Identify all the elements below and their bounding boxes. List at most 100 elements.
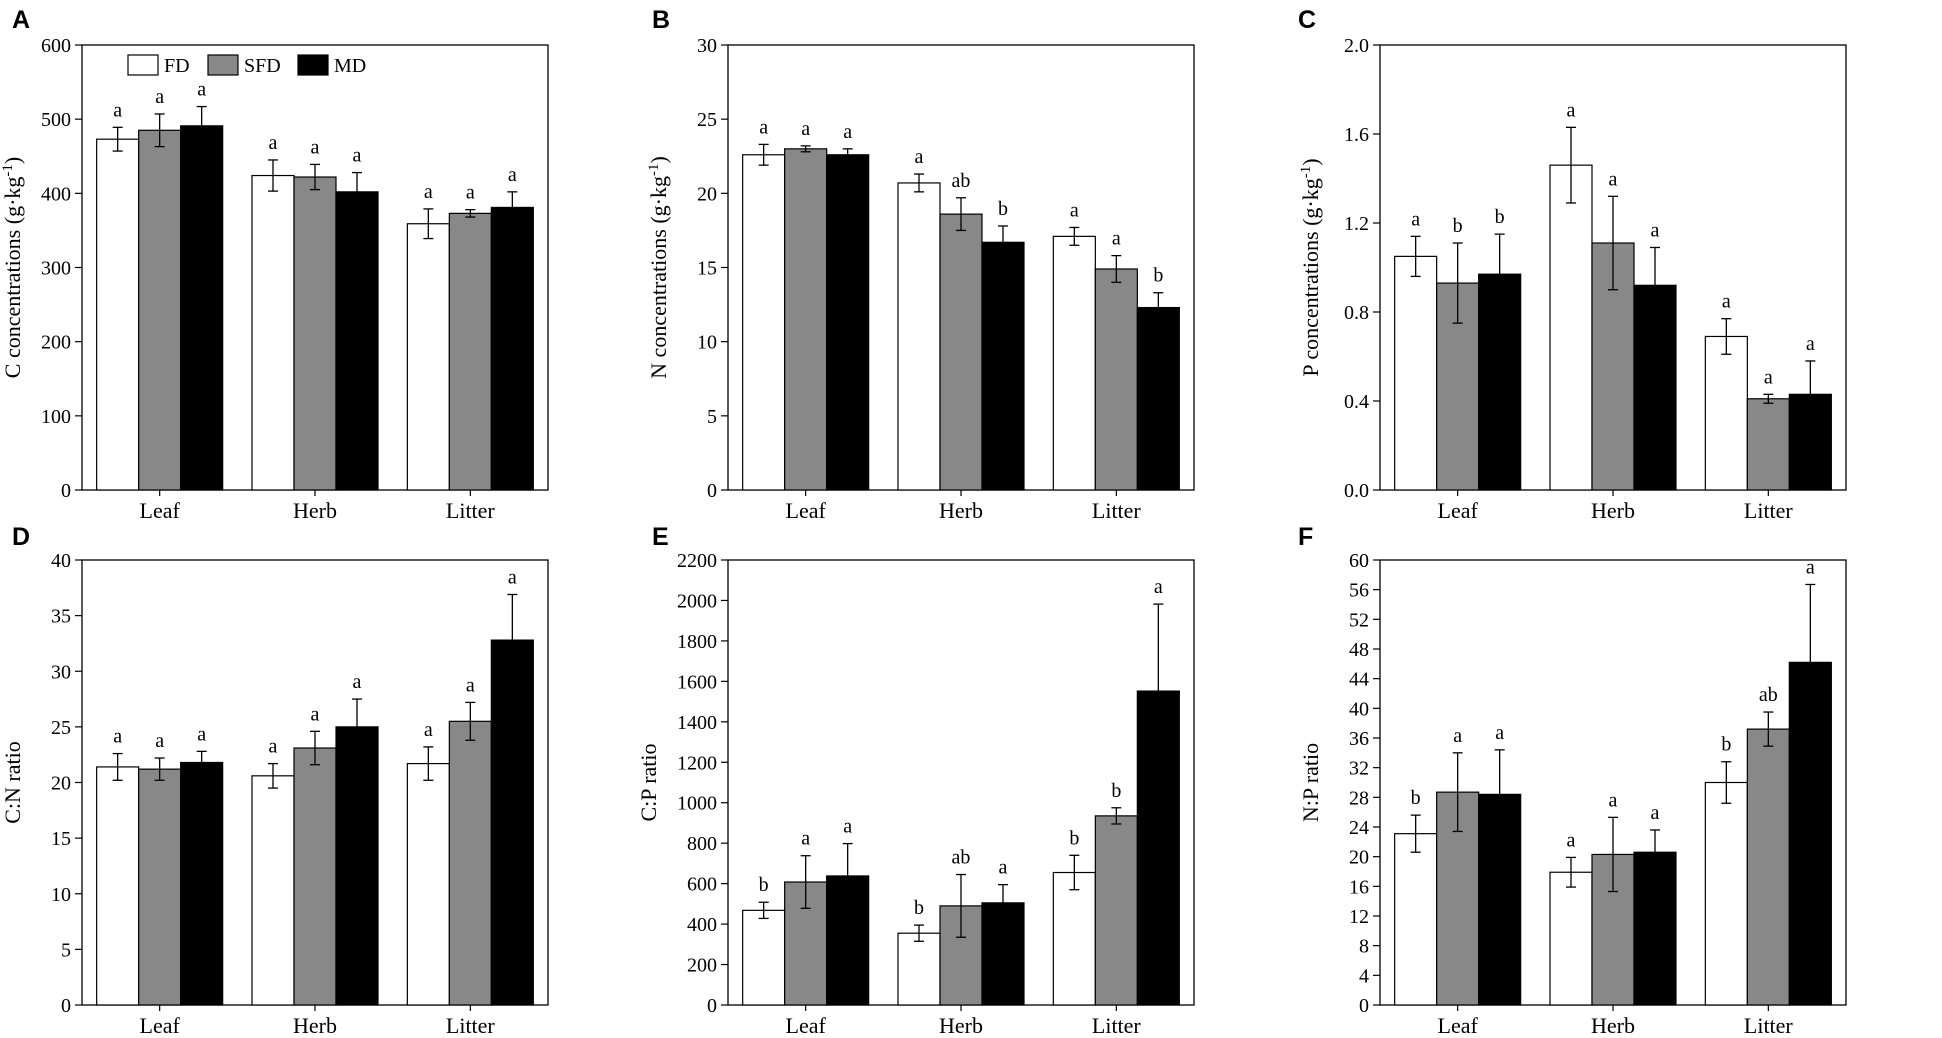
significance-letter: a (915, 146, 924, 168)
y-tick-label: 32 (1349, 758, 1369, 780)
y-axis-label: N:P ratio (1298, 743, 1323, 822)
y-tick-label: 0 (707, 480, 717, 502)
bar-sfd-litter (1094, 268, 1138, 491)
y-tick-label: 15 (51, 828, 71, 850)
y-tick-label: 0 (61, 995, 71, 1017)
significance-letter: a (197, 79, 206, 101)
bar-sfd-litter (1094, 815, 1138, 1006)
x-tick-label: Leaf (786, 1013, 827, 1038)
significance-letter: a (155, 86, 164, 108)
y-axis-label: C concentrations (g·kg-1) (0, 157, 25, 378)
significance-letter: a (424, 181, 433, 203)
y-tick-label: 48 (1349, 639, 1369, 661)
bar-sfd-litter (448, 720, 492, 1006)
panel-letter: F (1298, 523, 1313, 551)
y-tick-label: 1200 (677, 752, 717, 774)
significance-letter: a (424, 719, 433, 741)
x-tick-label: Herb (1591, 1013, 1635, 1038)
bar-sfd-herb (293, 176, 337, 491)
significance-letter: a (353, 671, 362, 693)
y-tick-label: 36 (1349, 728, 1369, 750)
bar-fd-leaf (742, 154, 786, 491)
y-tick-label: 10 (697, 332, 717, 354)
x-tick-label: Herb (939, 498, 983, 523)
significance-letter: b (1411, 787, 1421, 809)
y-tick-label: 200 (687, 955, 717, 977)
bar-fd-litter (1052, 235, 1096, 491)
y-axis-label: C:N ratio (0, 741, 25, 824)
x-tick-label: Litter (1092, 1013, 1142, 1038)
y-tick-label: 1.2 (1344, 213, 1369, 235)
y-tick-label: 28 (1349, 787, 1369, 809)
y-tick-label: 800 (687, 833, 717, 855)
legend-label-md: MD (334, 55, 366, 77)
legend-label-fd: FD (164, 55, 190, 77)
x-tick-label: Litter (1744, 1013, 1794, 1038)
significance-letter: b (1495, 206, 1505, 228)
y-tick-label: 1.6 (1344, 124, 1369, 146)
x-tick-label: Herb (939, 1013, 983, 1038)
x-tick-label: Herb (293, 498, 337, 523)
significance-letter: a (508, 164, 517, 186)
significance-letter: a (801, 118, 810, 140)
bar-fd-litter (1052, 871, 1096, 1006)
y-tick-label: 300 (41, 258, 71, 280)
legend: FD SFD MD (127, 54, 366, 77)
bar-fd-leaf (96, 138, 140, 491)
legend-swatch-fd (127, 54, 159, 76)
significance-letter: a (1453, 725, 1462, 747)
x-tick-label: Herb (293, 1013, 337, 1038)
bar-md-herb (1633, 851, 1677, 1006)
x-tick-label: Herb (1591, 498, 1635, 523)
significance-letter: a (269, 736, 278, 758)
y-tick-label: 5 (61, 939, 71, 961)
y-tick-label: 20 (697, 183, 717, 205)
bar-md-herb (981, 241, 1025, 491)
significance-letter: a (1722, 291, 1731, 313)
bar-md-leaf (180, 125, 224, 491)
bar-fd-herb (1549, 871, 1593, 1006)
significance-letter: a (155, 730, 164, 752)
panel-a: A 0 100 200 300 400 500 600 C concentrations (g·… (0, 6, 549, 523)
significance-letter: a (1764, 366, 1773, 388)
y-tick-label: 2200 (677, 550, 717, 572)
significance-letter: a (197, 723, 206, 745)
y-tick-label: 600 (41, 35, 71, 57)
bar-fd-leaf (96, 766, 140, 1006)
x-tick-label: Leaf (140, 498, 181, 523)
y-tick-label: 8 (1359, 936, 1369, 958)
bar-md-litter (1136, 306, 1180, 491)
significance-letter: ab (952, 170, 971, 192)
significance-letter: a (1567, 99, 1576, 121)
significance-letter: a (1609, 168, 1618, 190)
panel-letter: E (652, 523, 669, 551)
y-tick-label: 20 (1349, 847, 1369, 869)
y-tick-label: 0.0 (1344, 480, 1369, 502)
significance-letter: a (1112, 228, 1121, 250)
y-tick-label: 30 (697, 35, 717, 57)
bar-md-leaf (180, 761, 224, 1006)
y-tick-label: 0 (1359, 995, 1369, 1017)
panel-b: B 0 5 10 15 20 25 30 N concentrations (g·kg-1) Le… (646, 6, 1195, 523)
legend-label-sfd: SFD (244, 55, 281, 77)
y-tick-label: 1600 (677, 671, 717, 693)
significance-letter: b (1153, 265, 1163, 287)
bar-fd-herb (251, 174, 295, 491)
y-tick-label: 56 (1349, 580, 1369, 602)
bar-sfd-litter (1746, 728, 1790, 1006)
bar-sfd-herb (293, 747, 337, 1006)
x-tick-label: Litter (446, 1013, 496, 1038)
y-axis-label: C:P ratio (636, 743, 661, 821)
y-tick-label: 1400 (677, 712, 717, 734)
significance-letter: a (113, 726, 122, 748)
y-tick-label: 400 (687, 914, 717, 936)
bar-fd-herb (897, 182, 941, 491)
y-tick-label: 15 (697, 258, 717, 280)
y-tick-label: 52 (1349, 609, 1369, 631)
y-tick-label: 2.0 (1344, 35, 1369, 57)
panel-letter: D (12, 523, 30, 551)
x-tick-label: Leaf (1438, 498, 1479, 523)
y-tick-label: 25 (697, 109, 717, 131)
panel-e: E 0 200 400 600 800 1000 1200 1400 1600 1800 2000 22… (636, 523, 1195, 1038)
